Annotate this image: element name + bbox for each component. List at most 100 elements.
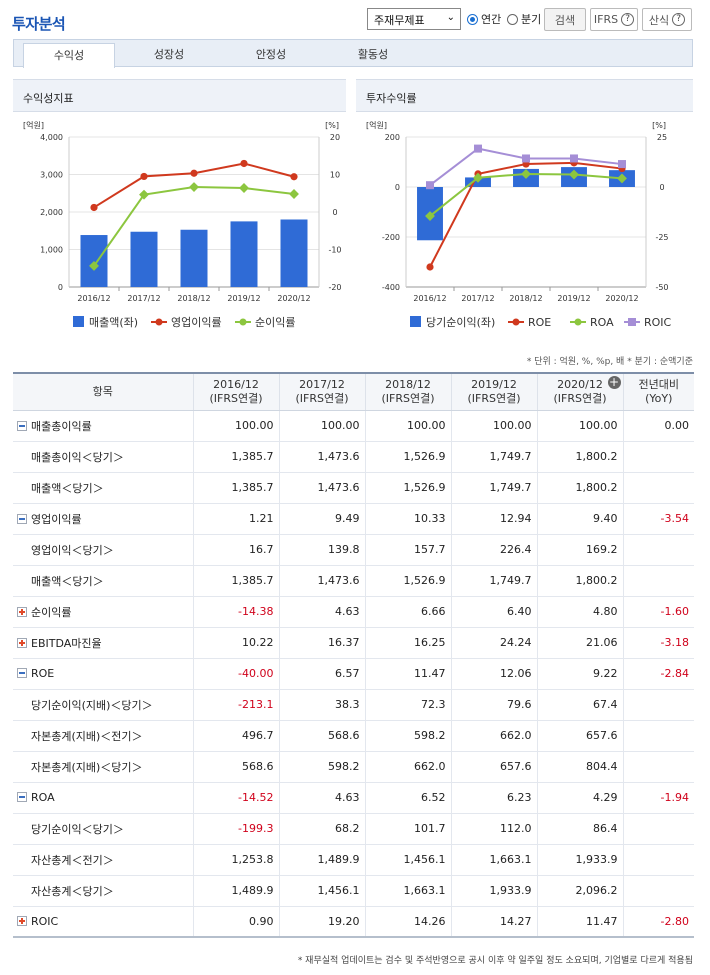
x-tick-label: 2017/12 [461, 294, 494, 303]
left-axis-unit: [억원] [23, 120, 44, 130]
tab-activity[interactable]: 활동성 [357, 48, 389, 61]
y-tick-right: 0 [659, 183, 664, 192]
table-cell [622, 534, 694, 566]
point [90, 203, 98, 212]
table-cell: 79.6 [450, 689, 537, 721]
row-label[interactable]: 매출총이익률 [13, 410, 193, 442]
point [240, 159, 248, 168]
table-cell [622, 441, 694, 473]
table-cell: 100.00 [450, 410, 537, 442]
right-axis-unit: [%] [652, 121, 666, 130]
expand-icon[interactable] [17, 637, 27, 648]
row-label[interactable]: ROE [13, 658, 193, 690]
table-cell: 0.00 [622, 410, 694, 442]
y-tick-right: -10 [328, 246, 341, 255]
tab-profitability[interactable]: 수익성 [23, 43, 115, 68]
radio-annual[interactable]: 연간 [467, 11, 501, 27]
row-label[interactable]: 순이익률 [13, 596, 193, 628]
collapse-icon[interactable] [17, 792, 27, 802]
point [426, 263, 434, 271]
header-label: 2019/12 [471, 377, 517, 391]
table-row: 매출총이익률 100.00 100.00 100.00 100.00 100.00 0.00 [13, 410, 694, 442]
expand-icon[interactable] [17, 606, 27, 617]
table-cell: 100.00 [536, 410, 623, 442]
header-sublabel: (IFRS연결) [295, 391, 349, 405]
financial-ratio-table: 항목 2016/12 (IFRS연결) 2017/12 (IFRS연결) 2018/12(… [13, 372, 694, 938]
header-sublabel: (IFRS연결) [467, 391, 521, 405]
tab-stability[interactable]: 안정성 [255, 48, 287, 61]
ifrs-button[interactable]: IFRS? [590, 8, 638, 31]
top-bar: 투자분석 주재무제표 ⌄ 연간 분기 검색 IFRS? 산식? [0, 0, 710, 36]
statement-type-select[interactable]: 주재무제표 ⌄ [367, 8, 461, 30]
collapse-icon[interactable] [17, 668, 27, 678]
point [190, 169, 198, 177]
search-button[interactable]: 검색 [544, 8, 586, 31]
table-cell: 1,385.7 [192, 441, 279, 473]
legend-label: ROA [590, 316, 614, 329]
header-period: 2017/12 (IFRS연결) [278, 373, 365, 411]
table-row: ROIC 0.90 19.20 14.26 14.27 11.47 -2.80 [13, 906, 694, 938]
expand-icon[interactable] [17, 915, 27, 926]
radio-quarter[interactable]: 분기 [507, 11, 541, 27]
expand-columns-icon[interactable]: + [607, 375, 621, 389]
x-tick-label: 2020/12 [277, 294, 310, 303]
y-tick-left: -400 [382, 283, 400, 292]
table-row: ROA -14.52 4.63 6.52 6.23 4.29 -1.94 [13, 782, 694, 814]
table-cell: 1,456.1 [278, 875, 365, 907]
table-cell: 101.7 [364, 813, 451, 845]
table-cell: -213.1 [192, 689, 279, 721]
row-label[interactable]: EBITDA마진율 [13, 627, 193, 659]
table-cell: 1,663.1 [450, 844, 537, 876]
x-tick-label: 2018/12 [177, 294, 210, 303]
table-cell: 1,456.1 [364, 844, 451, 876]
table-cell: 4.29 [536, 782, 623, 814]
table-cell: 14.27 [450, 906, 537, 938]
table-cell: 804.4 [536, 751, 623, 783]
header-label: 2016/12 [213, 377, 259, 391]
table-cell: -199.3 [192, 813, 279, 845]
row-label: 자본총계(지배)＜당기＞ [13, 751, 193, 783]
table-cell: 1,749.7 [450, 472, 537, 504]
table-cell: 9.22 [536, 658, 623, 690]
table-row: 영업이익률 1.21 9.49 10.33 12.94 9.40 -3.54 [13, 503, 694, 535]
formula-button-label: 산식 [648, 13, 670, 27]
bar [230, 221, 258, 287]
collapse-icon[interactable] [17, 513, 27, 524]
row-label: 당기순이익(지배)＜당기＞ [13, 689, 193, 721]
table-cell: 12.94 [450, 503, 537, 535]
table-cell: 657.6 [450, 751, 537, 783]
left-axis-unit: [억원] [366, 120, 387, 130]
table-cell: -3.18 [622, 627, 694, 659]
table-cell: 112.0 [450, 813, 537, 845]
point [239, 183, 249, 193]
formula-button[interactable]: 산식? [642, 8, 692, 31]
row-label-text: ROE [31, 667, 55, 680]
footnote: * 재무실적 업데이트는 검수 및 주석반영으로 공시 이후 약 일주일 정도 … [297, 956, 693, 966]
point [290, 173, 298, 181]
y-tick-left: 0 [58, 283, 63, 292]
table-cell: 100.00 [278, 410, 365, 442]
row-label[interactable]: ROA [13, 782, 193, 814]
help-icon: ? [621, 13, 635, 26]
table-cell: 24.24 [450, 627, 537, 659]
row-label: 자산총계＜당기＞ [13, 875, 193, 907]
row-label: 영업이익＜당기＞ [13, 534, 193, 566]
table-cell: 6.23 [450, 782, 537, 814]
investment-return-chart: [억원] [%] 200 0 -200 -400 25 0 -25 -50 2016/12 2017/… [366, 120, 672, 329]
table-row: 매출액＜당기＞ 1,385.7 1,473.6 1,526.9 1,749.7 1,800… [13, 565, 694, 597]
table-row: 자본총계(지배)＜전기＞ 496.7 568.6 598.2 662.0 657.6 [13, 720, 694, 752]
bar [280, 219, 308, 287]
table-cell [622, 844, 694, 876]
point [618, 160, 626, 169]
row-label-text: 자산총계＜당기＞ [31, 884, 114, 898]
table-cell: 1,749.7 [450, 565, 537, 597]
legend-label: 당기순이익(좌) [426, 316, 495, 329]
collapse-icon[interactable] [17, 420, 27, 431]
table-cell: 9.40 [536, 503, 623, 535]
row-label[interactable]: ROIC [13, 906, 193, 938]
tab-growth[interactable]: 성장성 [153, 48, 185, 61]
legend-marker [155, 318, 163, 326]
table-cell: 10.33 [364, 503, 451, 535]
table-cell: 1.21 [192, 503, 279, 535]
row-label[interactable]: 영업이익률 [13, 503, 193, 535]
